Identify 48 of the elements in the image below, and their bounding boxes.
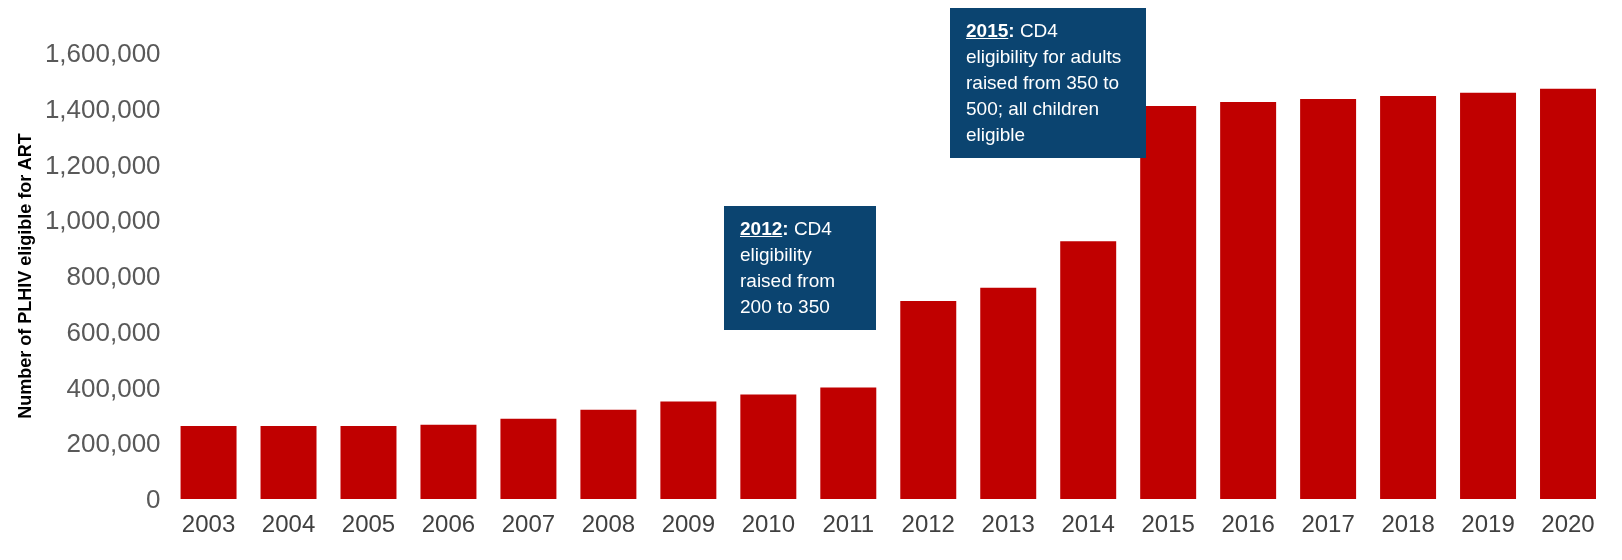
- y-tick-label: 1,200,000: [44, 149, 161, 180]
- x-tick-label: 2012: [901, 509, 955, 537]
- x-tick-label: 2010: [741, 509, 796, 537]
- bar: [1460, 92, 1517, 499]
- bar: [180, 425, 237, 499]
- x-tick-label: 2009: [661, 509, 716, 537]
- x-tick-label: 2019: [1461, 509, 1515, 537]
- x-tick-label: 2015: [1141, 509, 1195, 537]
- y-tick-label: 1,000,000: [44, 205, 161, 236]
- x-tick-label: 2014: [1061, 509, 1115, 537]
- bar: [500, 418, 557, 499]
- x-tick-label: 2017: [1301, 509, 1355, 537]
- bar: [1060, 241, 1117, 499]
- bar: [340, 425, 397, 499]
- bar: [420, 424, 477, 499]
- bar: [1300, 98, 1357, 499]
- x-tick-label: 2008: [581, 509, 636, 537]
- x-tick-label: 2006: [421, 509, 476, 537]
- bar: [1220, 102, 1277, 499]
- note-box: 2012: CD4 eligibility raised from 200 to 350: [724, 206, 876, 330]
- bar: [1540, 88, 1596, 499]
- x-tick-label: 2005: [341, 509, 396, 537]
- x-tick-label: 2016: [1221, 509, 1275, 537]
- bar: [980, 287, 1037, 499]
- bar: [660, 401, 717, 499]
- bar: [820, 387, 877, 499]
- bar: [740, 394, 797, 499]
- x-tick-label: 2003: [181, 509, 236, 537]
- x-tick-label: 2007: [501, 509, 556, 537]
- y-tick-label: 1,600,000: [44, 38, 161, 68]
- bar: [1140, 105, 1197, 499]
- y-axis-title: Number of PLHIV eligible for ART: [15, 133, 35, 419]
- y-tick-label: 200,000: [66, 428, 161, 459]
- y-tick-label: 600,000: [66, 316, 161, 347]
- bar: [260, 425, 317, 499]
- bar: [580, 409, 637, 499]
- note-box: 2015: CD4 eligibility for adults raised from 350 to 500; all children eligible: [950, 8, 1146, 158]
- bar: [900, 301, 957, 499]
- x-tick-label: 2018: [1381, 509, 1435, 537]
- bar: [1380, 95, 1437, 499]
- y-tick-label: 800,000: [66, 261, 161, 291]
- x-tick-label: 2020: [1541, 509, 1595, 537]
- y-tick-label: 400,000: [66, 372, 161, 403]
- y-tick-label: 1,400,000: [44, 93, 161, 124]
- x-tick-label: 2004: [261, 509, 316, 537]
- x-tick-label: 2013: [981, 509, 1035, 537]
- x-tick-label: 2011: [822, 509, 875, 537]
- y-tick-label: 0: [146, 484, 161, 514]
